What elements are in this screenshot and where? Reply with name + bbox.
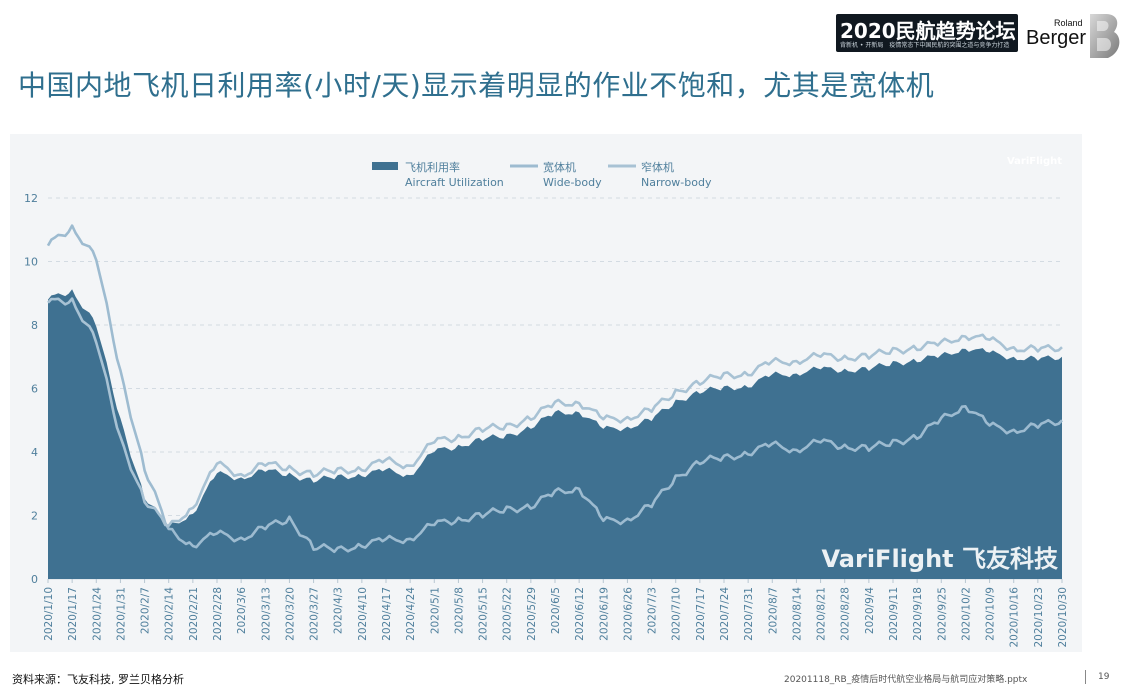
varifight-watermark: VariFlight 飞友科技	[822, 545, 1059, 573]
x-tick-label: 2020/10/9	[985, 587, 997, 641]
x-tick-label: 2020/5/29	[526, 587, 538, 641]
x-tick-label: 2020/4/3	[333, 587, 345, 634]
x-tick-label: 2020/10/30	[1057, 587, 1069, 648]
line-wide-body	[46, 224, 1063, 554]
y-tick-label: 0	[31, 573, 38, 586]
roland-berger-b-icon	[1090, 14, 1120, 58]
x-tick-label: 2020/10/23	[1033, 587, 1045, 648]
x-tick-label: 2020/4/24	[405, 587, 417, 641]
x-tick-label: 2020/9/18	[912, 587, 924, 641]
y-tick-label: 12	[24, 192, 38, 205]
brand-line-1: Roland	[1054, 18, 1083, 28]
y-tick-label: 4	[31, 446, 38, 459]
y-axis: 0 2 4 6 8 10 12	[24, 192, 38, 586]
x-tick-label: 2020/2/21	[188, 587, 200, 641]
legend-label-cn: 窄体机	[641, 160, 674, 174]
x-tick-label: 2020/1/10	[43, 587, 55, 641]
x-tick-label: 2020/5/8	[453, 587, 465, 634]
footer-source: 资料来源：飞友科技, 罗兰贝格分析	[12, 673, 184, 686]
x-tick-label: 2020/8/14	[791, 587, 803, 641]
x-tick-label: 2020/6/19	[598, 587, 610, 641]
x-tick-label: 2020/4/17	[381, 587, 393, 641]
x-tick-label: 2020/9/11	[888, 587, 900, 641]
x-tick-label: 2020/6/26	[622, 587, 634, 641]
x-tick-label: 2020/7/10	[671, 587, 683, 641]
page-number: 19	[1098, 672, 1110, 682]
x-tick-label: 2020/6/12	[574, 587, 586, 641]
x-tick-label: 2020/4/10	[357, 587, 369, 641]
x-tick-label: 2020/2/7	[140, 587, 152, 634]
x-tick-label: 2020/2/14	[164, 587, 176, 641]
legend-label-en: Wide-body	[543, 176, 602, 189]
legend-swatch	[372, 162, 398, 170]
x-tick-label: 2020/6/5	[550, 587, 562, 634]
x-axis: 2020/1/10 2020/1/17 2020/1/24 2020/1/31 2020…	[43, 579, 1069, 648]
x-tick-label: 2020/7/31	[743, 587, 755, 641]
x-tick-label: 2020/5/1	[429, 587, 441, 634]
area-layer	[48, 289, 1062, 579]
x-tick-label: 2020/3/27	[309, 587, 321, 641]
y-tick-label: 10	[24, 256, 38, 269]
legend-label-cn: 飞机利用率	[405, 160, 460, 174]
x-tick-label: 2020/2/28	[212, 587, 224, 641]
x-tick-label: 2020/7/3	[647, 587, 659, 634]
chart-panel: 0 2 4 6 8 10 12 2020/1/10 2020/1/17 2020/1/24 202…	[10, 134, 1082, 652]
x-tick-label: 2020/9/4	[864, 587, 876, 634]
x-tick-label: 2020/7/24	[719, 587, 731, 641]
y-tick-label: 6	[31, 383, 38, 396]
line-layer	[46, 224, 1063, 554]
event-logo: 2020民航趋势论坛 背新机 • 开新局 疫情常态下中国民航的突围之道与竞争力打…	[836, 14, 1018, 52]
y-tick-label: 8	[31, 319, 38, 332]
x-tick-label: 2020/1/31	[115, 587, 127, 641]
x-tick-label: 2020/5/22	[502, 587, 514, 641]
legend-label-en: Aircraft Utilization	[405, 176, 504, 189]
x-tick-label: 2020/10/2	[960, 587, 972, 641]
x-tick-label: 2020/8/28	[840, 587, 852, 641]
roland-berger-logo: Roland Berger	[1026, 14, 1126, 58]
x-tick-label: 2020/1/17	[67, 587, 79, 641]
line-narrow-body	[47, 297, 1063, 527]
watermark-small: VariFlight	[1007, 156, 1062, 167]
event-logo-title: 2020民航趋势论坛	[840, 19, 1016, 43]
x-tick-label: 2020/7/17	[695, 587, 707, 641]
slide-title: 中国内地飞机日利用率(小时/天)显示着明显的作业不饱和，尤其是宽体机	[18, 69, 935, 102]
x-tick-label: 2020/3/13	[260, 587, 272, 641]
x-tick-label: 2020/9/25	[936, 587, 948, 641]
legend-label-cn: 宽体机	[543, 160, 576, 174]
area-aircraft-utilization	[48, 289, 1062, 579]
x-tick-label: 2020/8/7	[767, 587, 779, 634]
x-tick-label: 2020/3/20	[284, 587, 296, 641]
legend: 飞机利用率 Aircraft Utilization 宽体机 Wide-body 窄体机…	[372, 160, 712, 189]
footer-filename: 20201118_RB_疫情后时代航空业格局与航司应对策略.pptx	[784, 675, 1028, 685]
legend-label-en: Narrow-body	[641, 176, 712, 189]
brand-line-2: Berger	[1026, 27, 1087, 49]
footer-separator	[1085, 670, 1086, 684]
x-tick-label: 2020/1/24	[91, 587, 103, 641]
x-tick-label: 2020/10/16	[1009, 587, 1021, 648]
event-logo-subtitle: 背新机 • 开新局 疫情常态下中国民航的突围之道与竞争力打造	[840, 42, 1010, 49]
x-tick-label: 2020/8/21	[816, 587, 828, 641]
y-tick-label: 2	[31, 510, 38, 523]
x-tick-label: 2020/5/15	[478, 587, 490, 641]
x-tick-label: 2020/3/6	[236, 587, 248, 634]
